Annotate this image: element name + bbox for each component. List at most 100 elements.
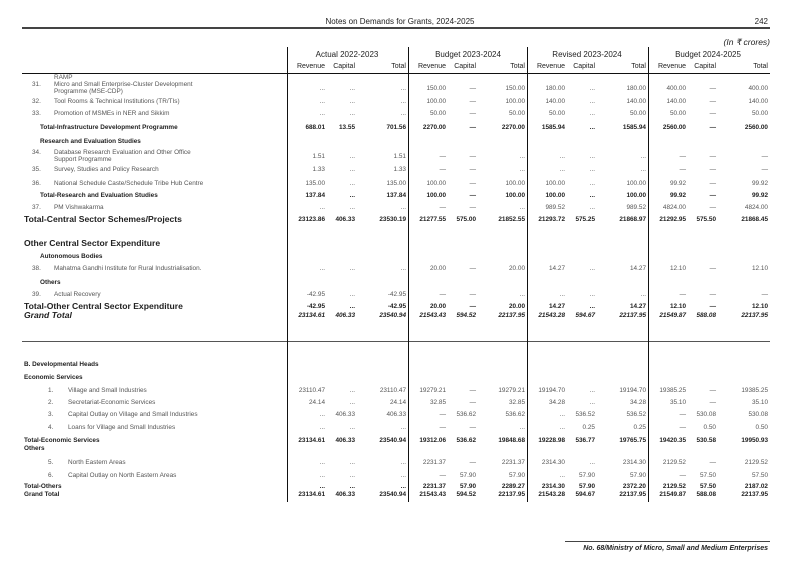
cell-value: ... [559,153,565,160]
cell-value: 50.00 [509,110,525,117]
page-number: 242 [754,17,768,26]
row-label: Mahatma Gandhi Institute for Rural Indus… [54,265,202,272]
cell-value: 1.51 [312,153,325,160]
cell-value: -42.95 [387,303,406,310]
row-label: Database Research Evaluation and Other O… [54,149,191,156]
cell-value: 1.51 [393,153,406,160]
cell-value: 135.00 [386,180,406,187]
cell-value: 23123.86 [298,216,325,223]
cell-value: ... [349,265,355,272]
cell-value: — [439,424,446,431]
cell-value: ... [400,110,406,117]
row-number: 35. [32,166,41,173]
cell-value: 21292.95 [659,216,686,223]
cell-value: 99.92 [670,180,686,187]
cell-value: 2560.00 [662,124,686,131]
cell-value: 530.08 [748,411,768,418]
cell-value: 12.10 [670,303,686,310]
footer-rule [565,541,770,542]
cell-value: ... [400,472,406,479]
cell-value: 989.52 [545,204,565,211]
cell-value: -42.95 [306,291,325,298]
cell-value: -42.95 [306,303,325,310]
row-label: Secretariat-Economic Services [68,399,156,406]
cell-value: ... [640,291,646,298]
cell-value: 536.62 [505,411,525,418]
cell-value: — [709,124,716,131]
cell-value: ... [319,472,325,479]
sub-column-header: Revenue [536,63,565,70]
cell-value: 100.00 [626,180,646,187]
cell-value: ... [319,483,325,490]
cell-value: ... [349,85,355,92]
cell-value: 4824.00 [744,204,768,211]
cell-value: 1.33 [312,166,325,173]
cell-value: 12.10 [752,265,768,272]
column-divider [408,47,410,502]
row-label: Economic Services [24,374,83,381]
cell-value: 50.00 [752,110,768,117]
cell-value: 2314.30 [622,459,646,466]
row-label: Total-Others [24,483,62,490]
cell-value: 23530.19 [379,216,406,223]
cell-value: 21543.43 [419,312,446,319]
column-divider [527,47,529,502]
cell-value: ... [349,98,355,105]
cell-value: — [469,399,476,406]
row-label: Research and Evaluation Studies [40,138,141,145]
cell-value: ... [559,472,565,479]
cell-value: 594.67 [575,312,595,319]
cell-value: 57.90 [630,472,646,479]
cell-value: 50.00 [670,110,686,117]
cell-value: 35.10 [670,399,686,406]
cell-value: 19765.75 [619,437,646,444]
cell-value: — [761,166,768,173]
cell-value: 100.00 [505,192,525,199]
sub-column-header: Capital [573,63,595,70]
sub-column-header: Total [510,63,525,70]
cell-value: — [709,265,716,272]
sub-column-header: Total [631,63,646,70]
cell-value: — [439,472,446,479]
cell-value: 34.28 [630,399,646,406]
cell-value: 32.85 [509,399,525,406]
cell-value: ... [400,85,406,92]
cell-value: 140.00 [626,98,646,105]
cell-value: — [469,424,476,431]
cell-value: — [469,291,476,298]
cell-value: 34.28 [549,399,565,406]
cell-value: — [761,153,768,160]
cell-value: 0.25 [633,424,646,431]
cell-value: 22137.95 [498,491,525,498]
cell-value: 701.56 [386,124,406,131]
cell-value: 2129.52 [662,483,686,490]
cell-value: 57.90 [509,472,525,479]
cell-value: ... [589,124,595,131]
cell-value: — [469,265,476,272]
cell-value: 19950.93 [741,437,768,444]
row-label: Other Central Sector Expenditure [24,238,161,248]
cell-value: ... [349,303,355,310]
sub-column-header: Revenue [657,63,686,70]
cell-value: 150.00 [426,85,446,92]
cell-value: ... [349,291,355,298]
cell-value: 588.08 [696,312,716,319]
cell-value: ... [349,153,355,160]
row-label: Survey, Studies and Policy Research [54,166,159,173]
cell-value: ... [319,411,325,418]
cell-value: 23134.61 [298,312,325,319]
cell-value: 140.00 [545,98,565,105]
footer-text: No. 68/Ministry of Micro, Small and Medi… [583,545,768,552]
cell-value: ... [589,204,595,211]
cell-value: ... [589,85,595,92]
cell-value: 57.90 [460,483,476,490]
row-number: 4. [48,424,54,431]
cell-value: ... [589,399,595,406]
cell-value: 57.90 [579,472,595,479]
cell-value: — [709,399,716,406]
cell-value: 1.33 [393,166,406,173]
row-label: Capital Outlay on North Eastern Areas [68,472,177,479]
cell-value: 19228.98 [538,437,565,444]
cell-value: ... [559,291,565,298]
cell-value: ... [319,110,325,117]
